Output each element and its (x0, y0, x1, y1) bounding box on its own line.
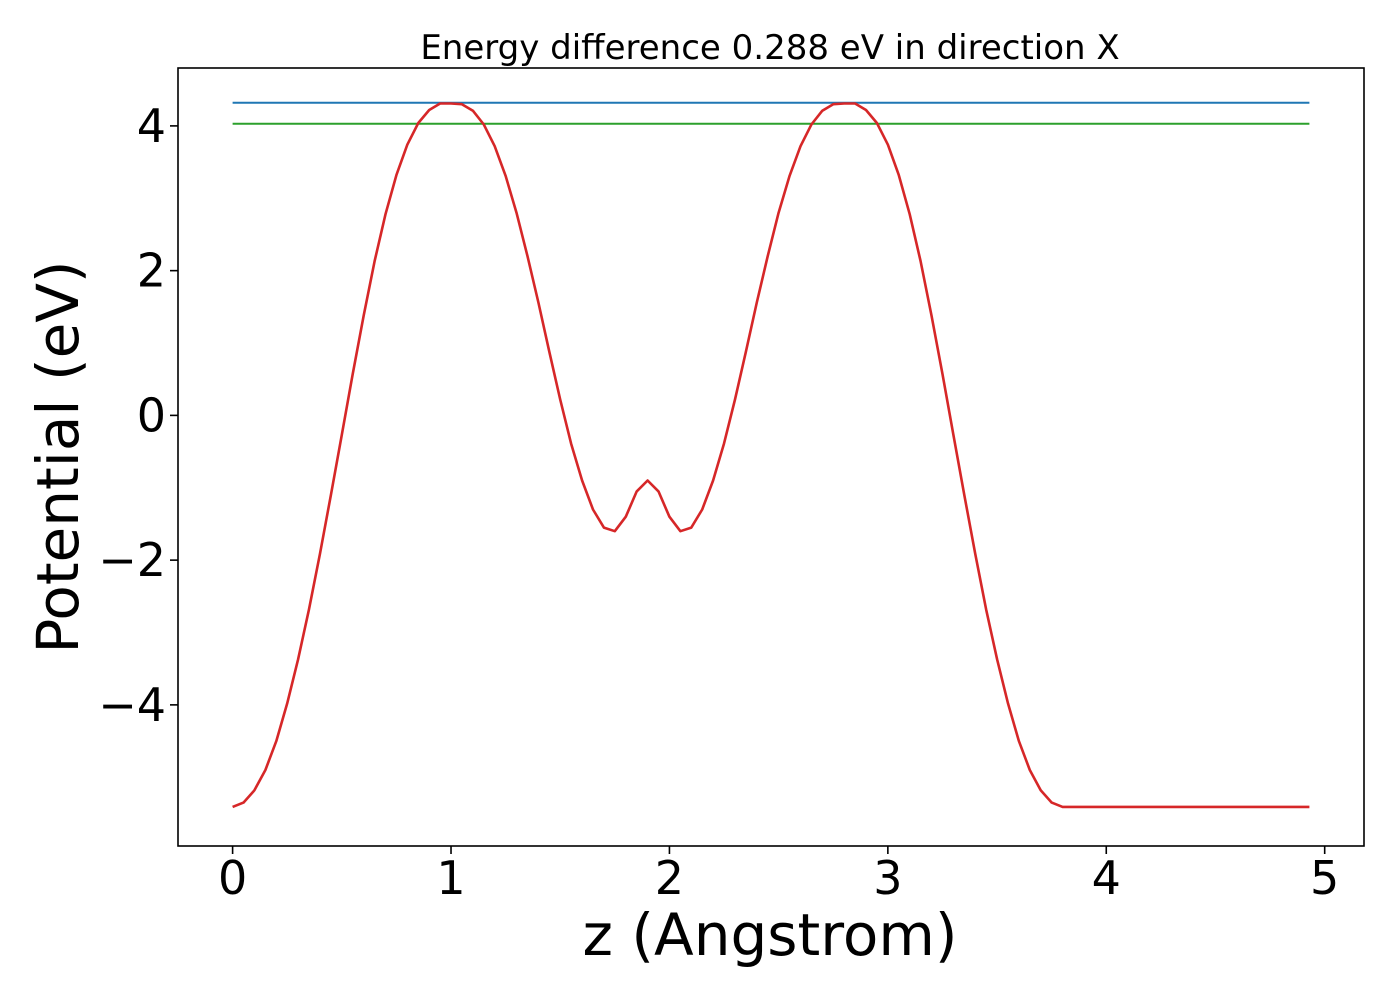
y-tick-label: 2 (137, 244, 166, 298)
series-line-0 (232, 102, 1310, 809)
y-tick-label: 4 (137, 99, 166, 153)
x-tick-label: 1 (436, 851, 465, 905)
x-tick-label: 5 (1310, 851, 1339, 905)
x-tick-label: 0 (218, 851, 247, 905)
chart-title: Energy difference 0.288 eV in direction … (420, 28, 1119, 68)
y-tick-label: 0 (137, 388, 166, 442)
x-axis-label: z (Angstrom) (583, 901, 958, 969)
y-tick-label: −4 (98, 678, 166, 732)
y-axis-ticks: −4 −2 0 2 4 (98, 99, 178, 732)
plot-frame (177, 67, 1365, 847)
y-axis-label: Potential (eV) (24, 260, 92, 653)
x-tick-label: 3 (873, 851, 902, 905)
x-axis-ticks: 0 1 2 3 4 5 (218, 846, 1339, 905)
series-layer (232, 101, 1310, 809)
x-tick-label: 2 (655, 851, 684, 905)
x-tick-label: 4 (1092, 851, 1121, 905)
y-tick-label: −2 (98, 533, 166, 587)
